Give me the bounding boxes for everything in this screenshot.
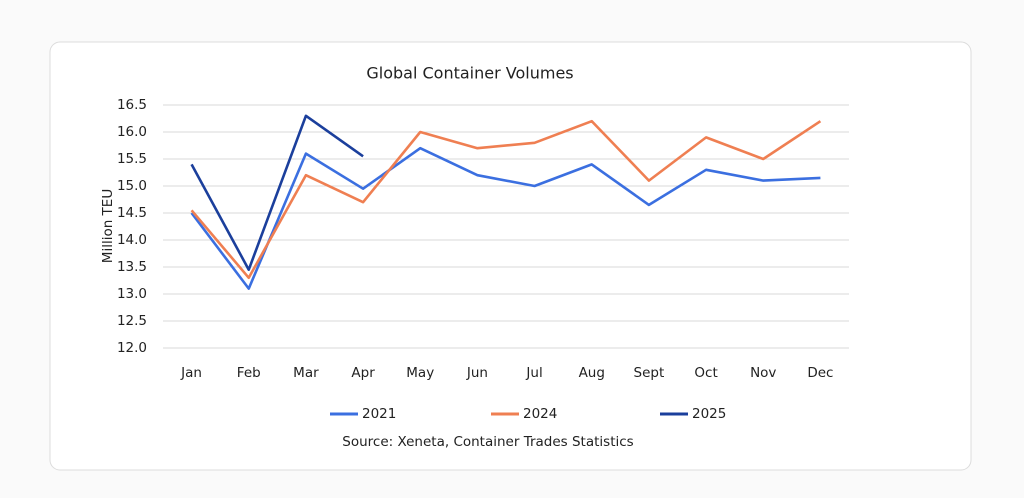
series-line xyxy=(190,119,822,280)
y-tick-label: 14.0 xyxy=(117,232,147,248)
y-tick-label: 15.0 xyxy=(117,178,147,194)
source-note: Source: Xeneta, Container Trades Statist… xyxy=(342,434,633,450)
x-tick-label: Jan xyxy=(180,365,202,381)
legend-label: 2025 xyxy=(692,406,726,422)
y-tick-label: 16.0 xyxy=(117,124,147,140)
card xyxy=(49,41,972,471)
series-line xyxy=(190,146,821,290)
x-tick-label: Aug xyxy=(579,365,605,381)
x-tick-label: Jun xyxy=(466,365,488,381)
x-tick-label: Dec xyxy=(807,365,833,381)
y-tick-label: 13.5 xyxy=(117,259,147,275)
x-tick-label: May xyxy=(406,365,434,381)
x-tick-label: Mar xyxy=(293,365,319,381)
y-tick-label: 12.0 xyxy=(117,340,147,356)
x-tick-label: Nov xyxy=(750,365,776,381)
series-line xyxy=(190,114,364,271)
x-tick-label: Apr xyxy=(351,365,375,381)
x-tick-label: Feb xyxy=(237,365,261,381)
y-tick-label: 15.5 xyxy=(117,151,147,167)
y-tick-label: 12.5 xyxy=(117,313,147,329)
y-tick-label: 16.5 xyxy=(117,97,147,113)
y-axis-label: Million TEU xyxy=(100,189,116,263)
legend-label: 2021 xyxy=(362,406,396,422)
x-tick-label: Oct xyxy=(694,365,717,381)
y-tick-label: 14.5 xyxy=(117,205,147,221)
chart-title: Global Container Volumes xyxy=(366,64,573,83)
legend-label: 2024 xyxy=(523,406,557,422)
y-tick-label: 13.0 xyxy=(117,286,147,302)
x-tick-label: Sept xyxy=(634,365,665,381)
x-tick-label: Jul xyxy=(525,365,542,381)
